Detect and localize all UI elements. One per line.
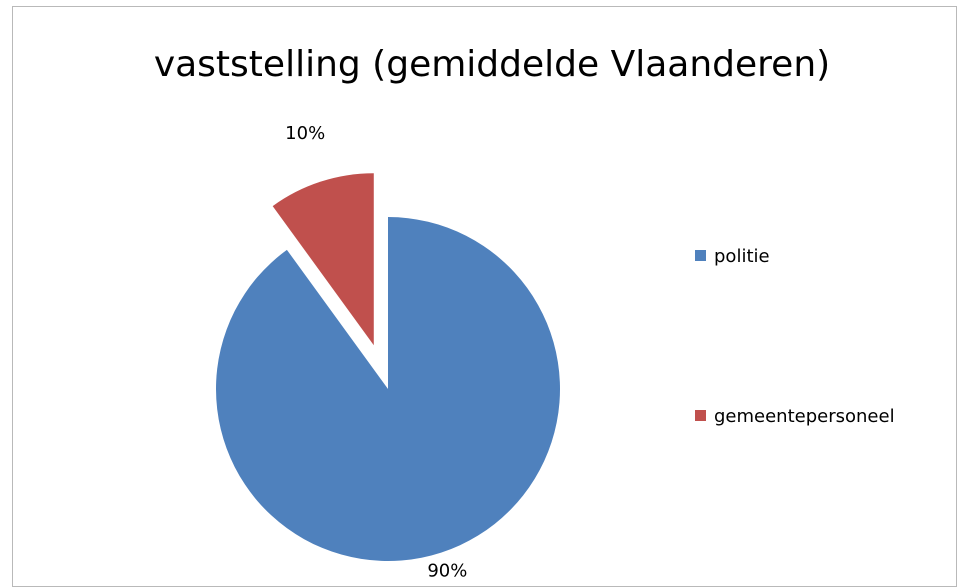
pie-slices [215, 173, 560, 561]
legend: politie gemeentepersoneel [695, 246, 895, 427]
legend-label-gemeentepersoneel: gemeentepersoneel [714, 406, 895, 427]
data-label-gemeentepersoneel: 10% [285, 123, 325, 144]
legend-label-politie: politie [714, 246, 770, 267]
legend-swatch-gemeentepersoneel [695, 410, 706, 421]
chart-title: vaststelling (gemiddelde Vlaanderen) [154, 44, 830, 85]
data-labels: 90% 10% [285, 123, 467, 581]
data-label-politie: 90% [427, 561, 467, 581]
pie-slice-gemeentepersoneel [272, 173, 374, 346]
legend-swatch-politie [695, 250, 706, 261]
pie-slice-politie [215, 217, 560, 561]
